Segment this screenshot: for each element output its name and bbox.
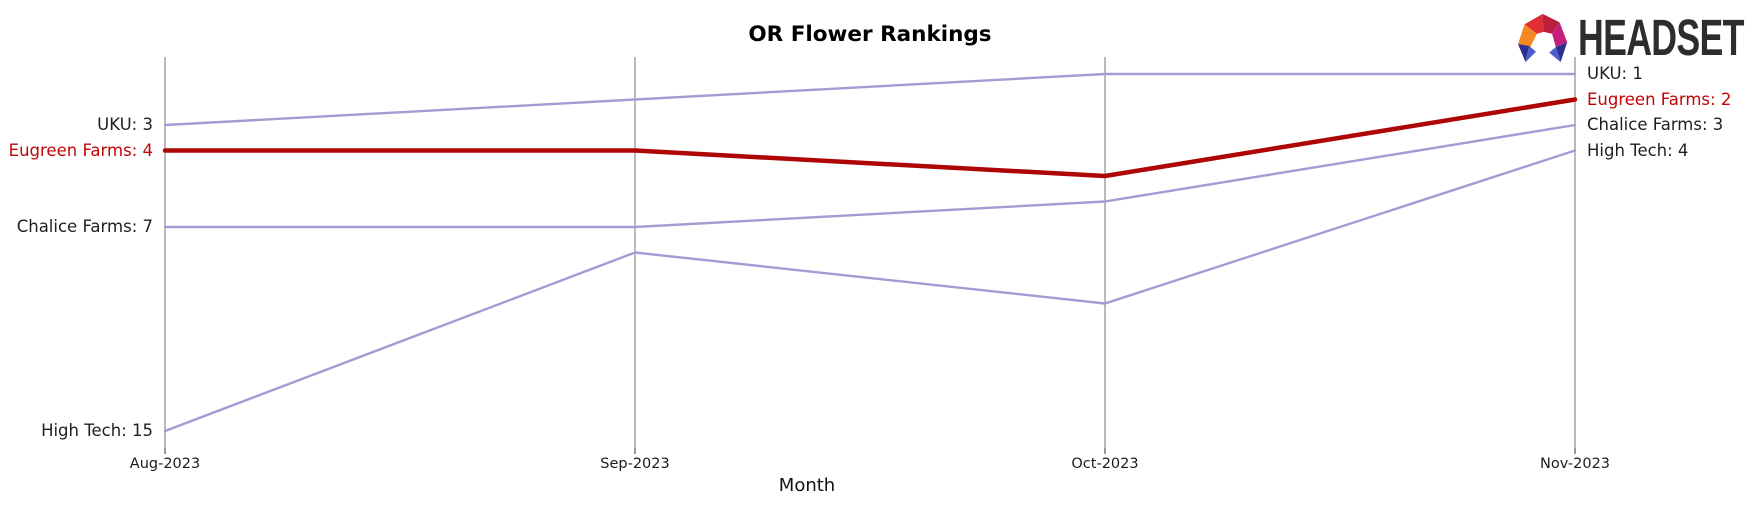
series-label-left-uku: UKU: 3	[97, 115, 153, 134]
headset-icon	[1518, 13, 1568, 63]
series-label-left-eugreen-farms: Eugreen Farms: 4	[8, 140, 153, 160]
series-line-eugreen-farms	[162, 97, 1578, 179]
x-tick-label-nov-2023: Nov-2023	[1539, 456, 1611, 472]
series-label-right-chalice-farms: Chalice Farms: 3	[1587, 115, 1724, 134]
logo-facet-crimson	[1542, 13, 1560, 34]
series-label-right-high-tech: High Tech: 4	[1587, 140, 1689, 160]
series-label-right-eugreen-farms: Eugreen Farms: 2	[1587, 89, 1732, 109]
logo-foot-left-inner	[1525, 46, 1536, 63]
chart-title: OR Flower Rankings	[748, 22, 992, 47]
series-line-uku	[163, 72, 1577, 127]
logo-foot-right-outer	[1555, 42, 1568, 63]
series-line-chalice-farms	[163, 123, 1577, 229]
logo-facet-red	[1524, 13, 1544, 34]
series-label-right-uku: UKU: 1	[1587, 64, 1643, 83]
logo-foot-right-inner	[1549, 46, 1561, 63]
logo-facet-magenta	[1552, 22, 1568, 47]
headset-logo-text: HEADSET	[1578, 9, 1744, 66]
series-label-left-high-tech: High Tech: 15	[41, 421, 153, 440]
x-tick-label-aug-2023: Aug-2023	[129, 456, 201, 472]
headset-logo: HEADSET	[1516, 8, 1757, 67]
logo-foot-left-outer	[1518, 44, 1530, 63]
x-tick-label-sep-2023: Sep-2023	[600, 456, 670, 472]
series-line-high-tech	[163, 149, 1577, 433]
logo-facet-orange	[1518, 24, 1537, 47]
series-label-left-chalice-farms: Chalice Farms: 7	[16, 217, 153, 236]
x-axis-title: Month	[778, 475, 836, 496]
x-tick-label-oct-2023: Oct-2023	[1071, 456, 1139, 472]
